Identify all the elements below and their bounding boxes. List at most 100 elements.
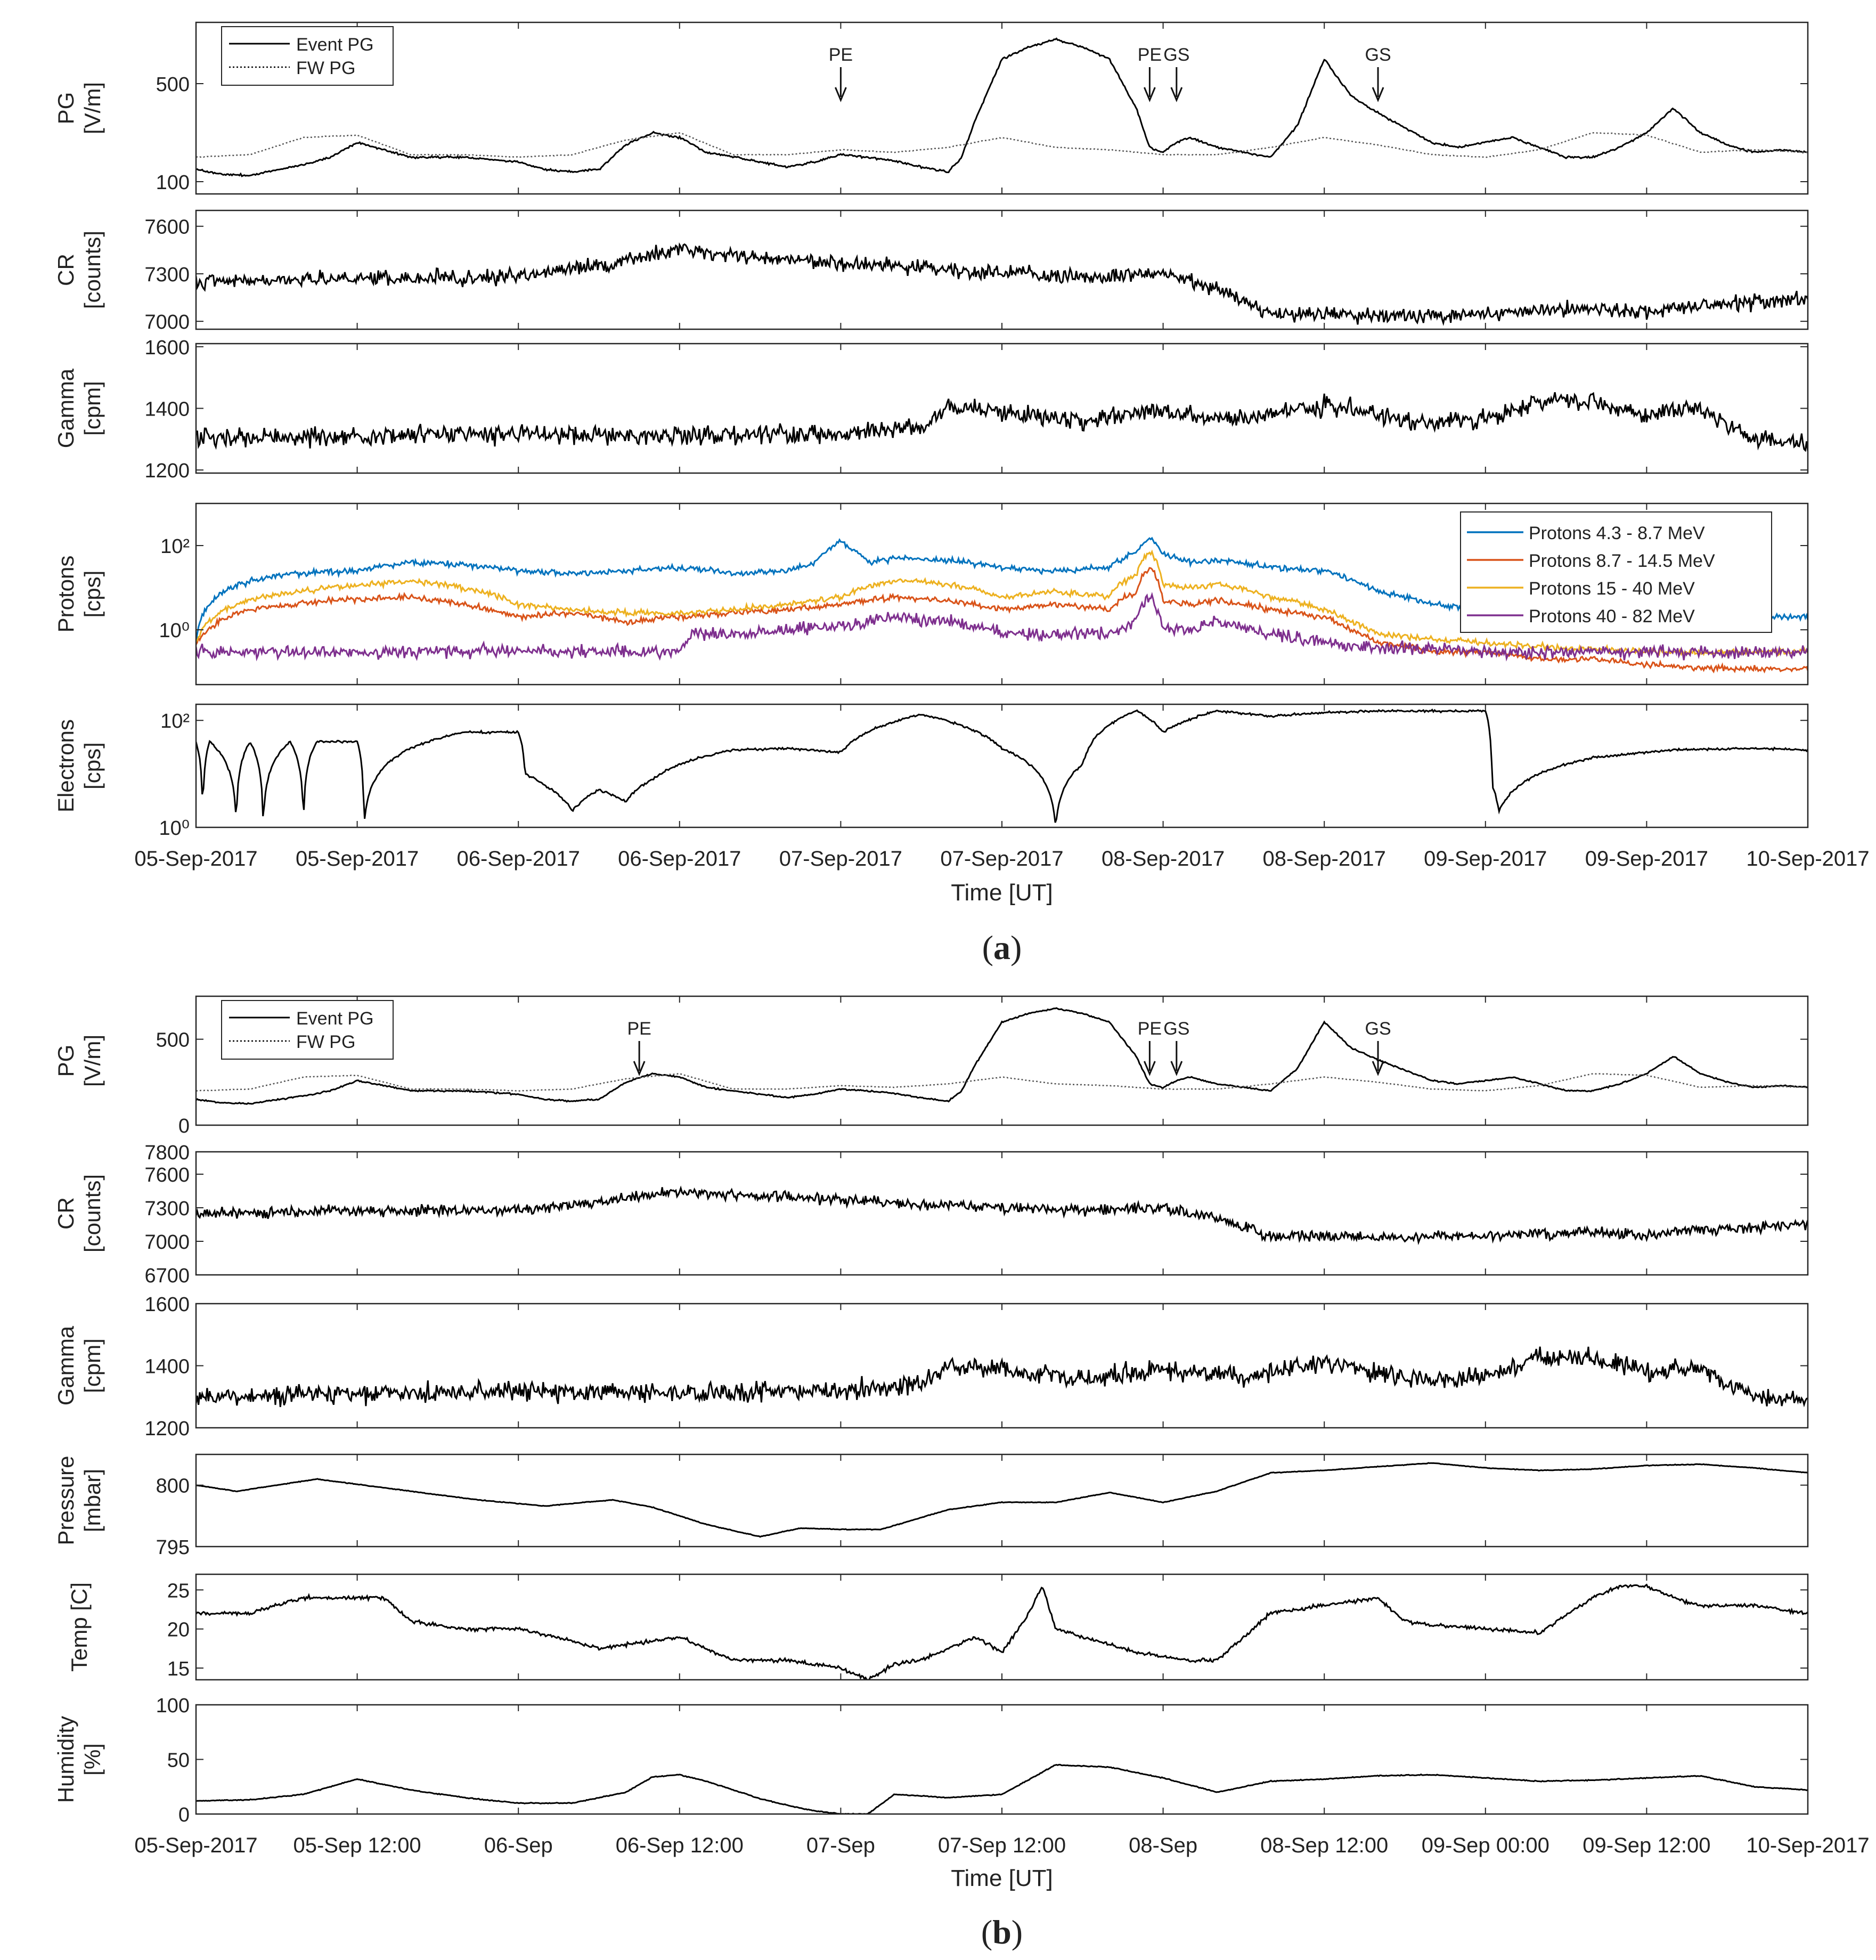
series-electrons-line [196,708,1808,823]
annotation-arrow-head [1372,87,1384,102]
x-tick-label: 06-Sep-2017 [457,847,580,871]
x-tick-label: 06-Sep 12:00 [616,1834,744,1857]
y-tick-label: 10⁰ [159,817,190,840]
annotation-pe: PE [1138,1019,1162,1076]
annotation-gs: GS [1365,1019,1391,1076]
legend-label: Event PG [296,35,374,55]
y-tick-label: 20 [167,1619,190,1641]
y-tick-label: 10² [160,710,190,733]
caption-letter: b [992,1913,1012,1951]
series-event-pg-line [196,1007,1808,1105]
y-axis-label: [cps] [80,571,105,618]
x-axis-label: Time [UT] [951,1865,1053,1891]
annotation-arrow-head [633,1061,646,1076]
caption-letter: a [993,929,1010,966]
panel-temp: 15 20 25 Temp [C] [67,1573,1809,1681]
legend-label: Protons 40 - 82 MeV [1529,606,1695,627]
panel-frame [195,995,1809,1126]
panel-electrons: 10⁰ 10² Electrons [cps] [53,703,1809,840]
y-axis-label: [%] [80,1743,105,1776]
panel-humidity: 0 50 100 Humidity [%] [53,1695,1809,1826]
x-tick-label: 07-Sep-2017 [779,847,902,871]
annotation-pe: PE [627,1019,651,1076]
y-axis-label: [V/m] [80,82,105,134]
x-tick-label: 07-Sep-2017 [940,847,1063,871]
panel-caption: (a) [982,929,1022,966]
y-axis-label: Humidity [53,1716,78,1803]
annotation-arrow-head [1143,1061,1156,1076]
y-axis-label: Pressure [53,1455,78,1545]
series-gamma-line [196,392,1808,452]
y-axis-label: [counts] [80,1174,105,1253]
y-tick-label: 7600 [144,1164,190,1186]
y-axis-label: [counts] [80,231,105,309]
series-humidity-line [196,1763,1808,1814]
x-tick-label: 07-Sep [806,1834,875,1857]
annotation-pe: PE [1138,45,1162,102]
y-tick-label: 500 [156,1029,190,1052]
annotation-label: PE [1138,1019,1162,1039]
panel-pressure: 795 800 Pressure [mbar] [53,1453,1809,1559]
y-tick-label: 500 [156,74,190,96]
panel-gamma: 1200 1400 1600 Gamma [cpm] [53,337,1809,482]
y-tick-label: 50 [167,1750,190,1772]
y-axis-label: PG [53,92,78,125]
annotation-arrow-head [1372,1061,1384,1076]
series-group [196,1007,1808,1105]
panel-frame [195,703,1809,828]
y-axis-label: Gamma [53,368,78,448]
annotation-gs: GS [1163,1019,1189,1076]
legend-label: Event PG [296,1009,374,1029]
legend-label: Protons 15 - 40 MeV [1529,579,1695,599]
series-group [196,242,1808,326]
annotation-label: GS [1163,45,1189,65]
series-temp-line [196,1583,1808,1680]
legend: Event PG FW PG [221,1000,394,1060]
y-tick-label: 7000 [144,1231,190,1254]
series-group [196,1763,1808,1814]
series-fw-pg-line [196,1072,1808,1092]
x-tick-label: 08-Sep 12:00 [1260,1834,1388,1857]
x-tick-label: 09-Sep 00:00 [1422,1834,1549,1857]
y-tick-label: 100 [156,1695,190,1717]
panel-gamma: 1200 1400 1600 Gamma [cpm] [53,1294,1809,1440]
panel-frame [195,1704,1809,1815]
series-pressure-line [196,1462,1808,1538]
series-cr-line [196,242,1808,326]
y-axis-label: Temp [C] [67,1582,92,1672]
panel-cr: 7000 7300 7600 CR [counts] [53,209,1809,334]
x-tick-label: 09-Sep-2017 [1585,847,1708,871]
y-tick-label: 1400 [144,1356,190,1378]
y-tick-label: 25 [167,1580,190,1602]
series-group [196,392,1808,452]
series-event-pg-line [196,37,1808,177]
y-tick-label: 100 [156,172,190,194]
y-tick-label: 15 [167,1658,190,1680]
legend-label: Protons 8.7 - 14.5 MeV [1529,551,1715,571]
legend-box [221,1000,394,1060]
x-tick-label: 09-Sep-2017 [1424,847,1547,871]
series-protons-40-82-mev-line [196,591,1808,662]
caption-close: ) [1012,1913,1023,1951]
y-tick-label: 795 [156,1536,190,1559]
annotation-gs: GS [1365,45,1391,102]
panel-frame [195,1453,1809,1548]
y-tick-label: 0 [178,1804,190,1826]
y-tick-label: 7000 [144,311,190,334]
x-tick-label: 08-Sep-2017 [1102,847,1225,871]
annotation-label: GS [1365,45,1391,65]
legend-label: FW PG [296,58,355,78]
legend: Event PG FW PG [221,26,394,86]
panel-caption: (b) [981,1913,1023,1951]
y-tick-label: 1200 [144,460,190,482]
y-tick-label: 1400 [144,398,190,421]
series-protons-8-7-14-5-mev-line [196,567,1808,674]
x-tick-label: 07-Sep 12:00 [938,1834,1066,1857]
caption-open: ( [981,1913,992,1951]
